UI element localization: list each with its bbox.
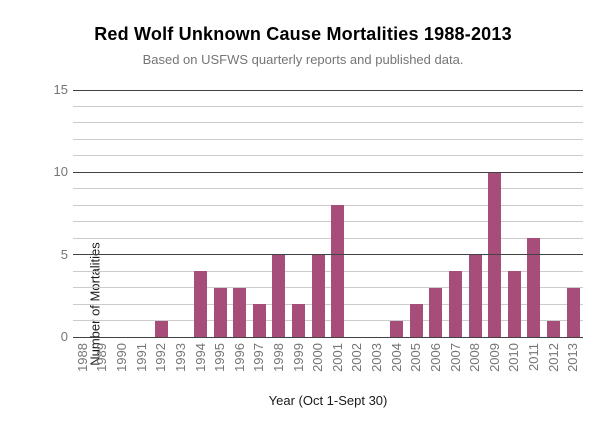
y-tick-label: 10 xyxy=(53,164,68,180)
x-tick-label: 1999 xyxy=(290,343,306,372)
chart-subtitle: Based on USFWS quarterly reports and pub… xyxy=(142,52,464,67)
x-tick-label: 2010 xyxy=(506,343,522,372)
x-tick-label: 2011 xyxy=(525,343,541,371)
x-tick-label: 2000 xyxy=(310,343,326,372)
bar-2012 xyxy=(547,320,561,337)
x-tick-label: 2012 xyxy=(545,343,561,372)
bar-2006 xyxy=(429,287,443,337)
bar-1995 xyxy=(213,287,227,337)
gridline-minor xyxy=(73,320,583,322)
gridline-minor xyxy=(73,270,583,272)
gridline-minor xyxy=(73,204,583,206)
bar-2008 xyxy=(468,254,482,337)
bar-2013 xyxy=(566,287,580,337)
y-tick-label: 15 xyxy=(53,82,68,97)
x-tick-label: 2008 xyxy=(467,343,483,372)
x-tick-label: 2007 xyxy=(447,343,463,372)
y-tick-label: 5 xyxy=(60,246,68,262)
x-axis-title: Year (Oct 1-Sept 30) xyxy=(268,393,388,408)
bar-1997 xyxy=(252,304,266,337)
x-tick-label: 1991 xyxy=(133,343,149,372)
x-tick-label: 2005 xyxy=(408,343,424,372)
gridline-minor xyxy=(73,287,583,289)
x-tick-label: 2013 xyxy=(565,343,581,372)
bar-1998 xyxy=(272,254,286,337)
plot-area: Number of Mortalities 0 5 10 15 1988 1989 1990… xyxy=(54,83,583,372)
gridline-minor xyxy=(73,303,583,305)
bar-1994 xyxy=(194,271,207,337)
gridline-major xyxy=(73,336,583,338)
bar-2010 xyxy=(507,271,521,337)
gridline-major xyxy=(73,89,583,91)
x-tick-label: 1990 xyxy=(114,343,130,372)
bar-2011 xyxy=(527,238,541,337)
x-tick-label: 1998 xyxy=(270,343,286,372)
bar-2007 xyxy=(449,271,462,337)
bar-1999 xyxy=(292,304,306,337)
x-tick-label: 1989 xyxy=(94,343,110,372)
x-tick-label: 1993 xyxy=(172,343,188,372)
y-tick-label: 0 xyxy=(60,329,68,344)
x-tick-label: 2006 xyxy=(427,343,443,372)
gridline-minor xyxy=(73,221,583,223)
x-tick-label: 2004 xyxy=(388,343,404,372)
gridline-major xyxy=(73,254,583,256)
gridline-minor xyxy=(73,105,583,107)
x-tick-label: 1995 xyxy=(212,343,228,372)
bar-1996 xyxy=(233,287,247,337)
gridline-minor xyxy=(73,138,583,140)
x-tick-label: 1994 xyxy=(192,343,208,372)
bar-2005 xyxy=(409,304,423,337)
bar-2001 xyxy=(331,205,345,337)
gridline-minor xyxy=(73,122,583,124)
x-tick-label: 1997 xyxy=(251,343,267,372)
gridline-minor xyxy=(73,155,583,157)
gridline-minor xyxy=(73,188,583,190)
gridline-major xyxy=(73,171,583,173)
x-tick-label: 2001 xyxy=(329,343,345,372)
gridline-minor xyxy=(73,237,583,239)
bar-2000 xyxy=(311,254,325,337)
bar-2004 xyxy=(390,320,404,337)
bar-1992 xyxy=(154,320,168,337)
x-tick-label: 2003 xyxy=(369,343,385,372)
x-tick-label: 1996 xyxy=(231,343,247,372)
x-tick-label: 1988 xyxy=(74,343,90,372)
x-tick-label: 2002 xyxy=(349,343,365,372)
x-tick-label: 2009 xyxy=(486,343,502,372)
chart-title: Red Wolf Unknown Cause Mortalities 1988-… xyxy=(94,24,512,44)
x-tick-label: 1992 xyxy=(153,343,169,372)
